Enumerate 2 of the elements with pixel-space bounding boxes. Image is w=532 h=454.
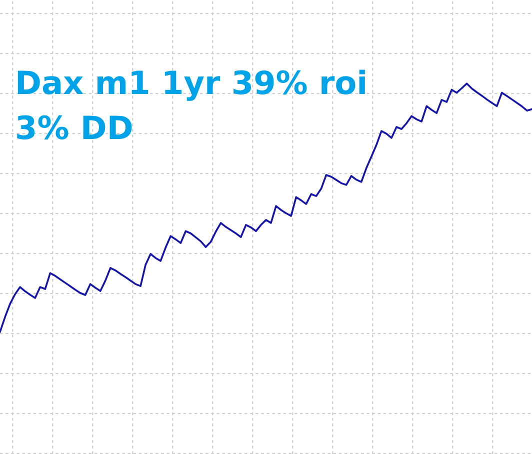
chart-title: Dax m1 1yr 39% roi: [18, 70, 365, 101]
text: 3% DD: [17, 115, 132, 140]
